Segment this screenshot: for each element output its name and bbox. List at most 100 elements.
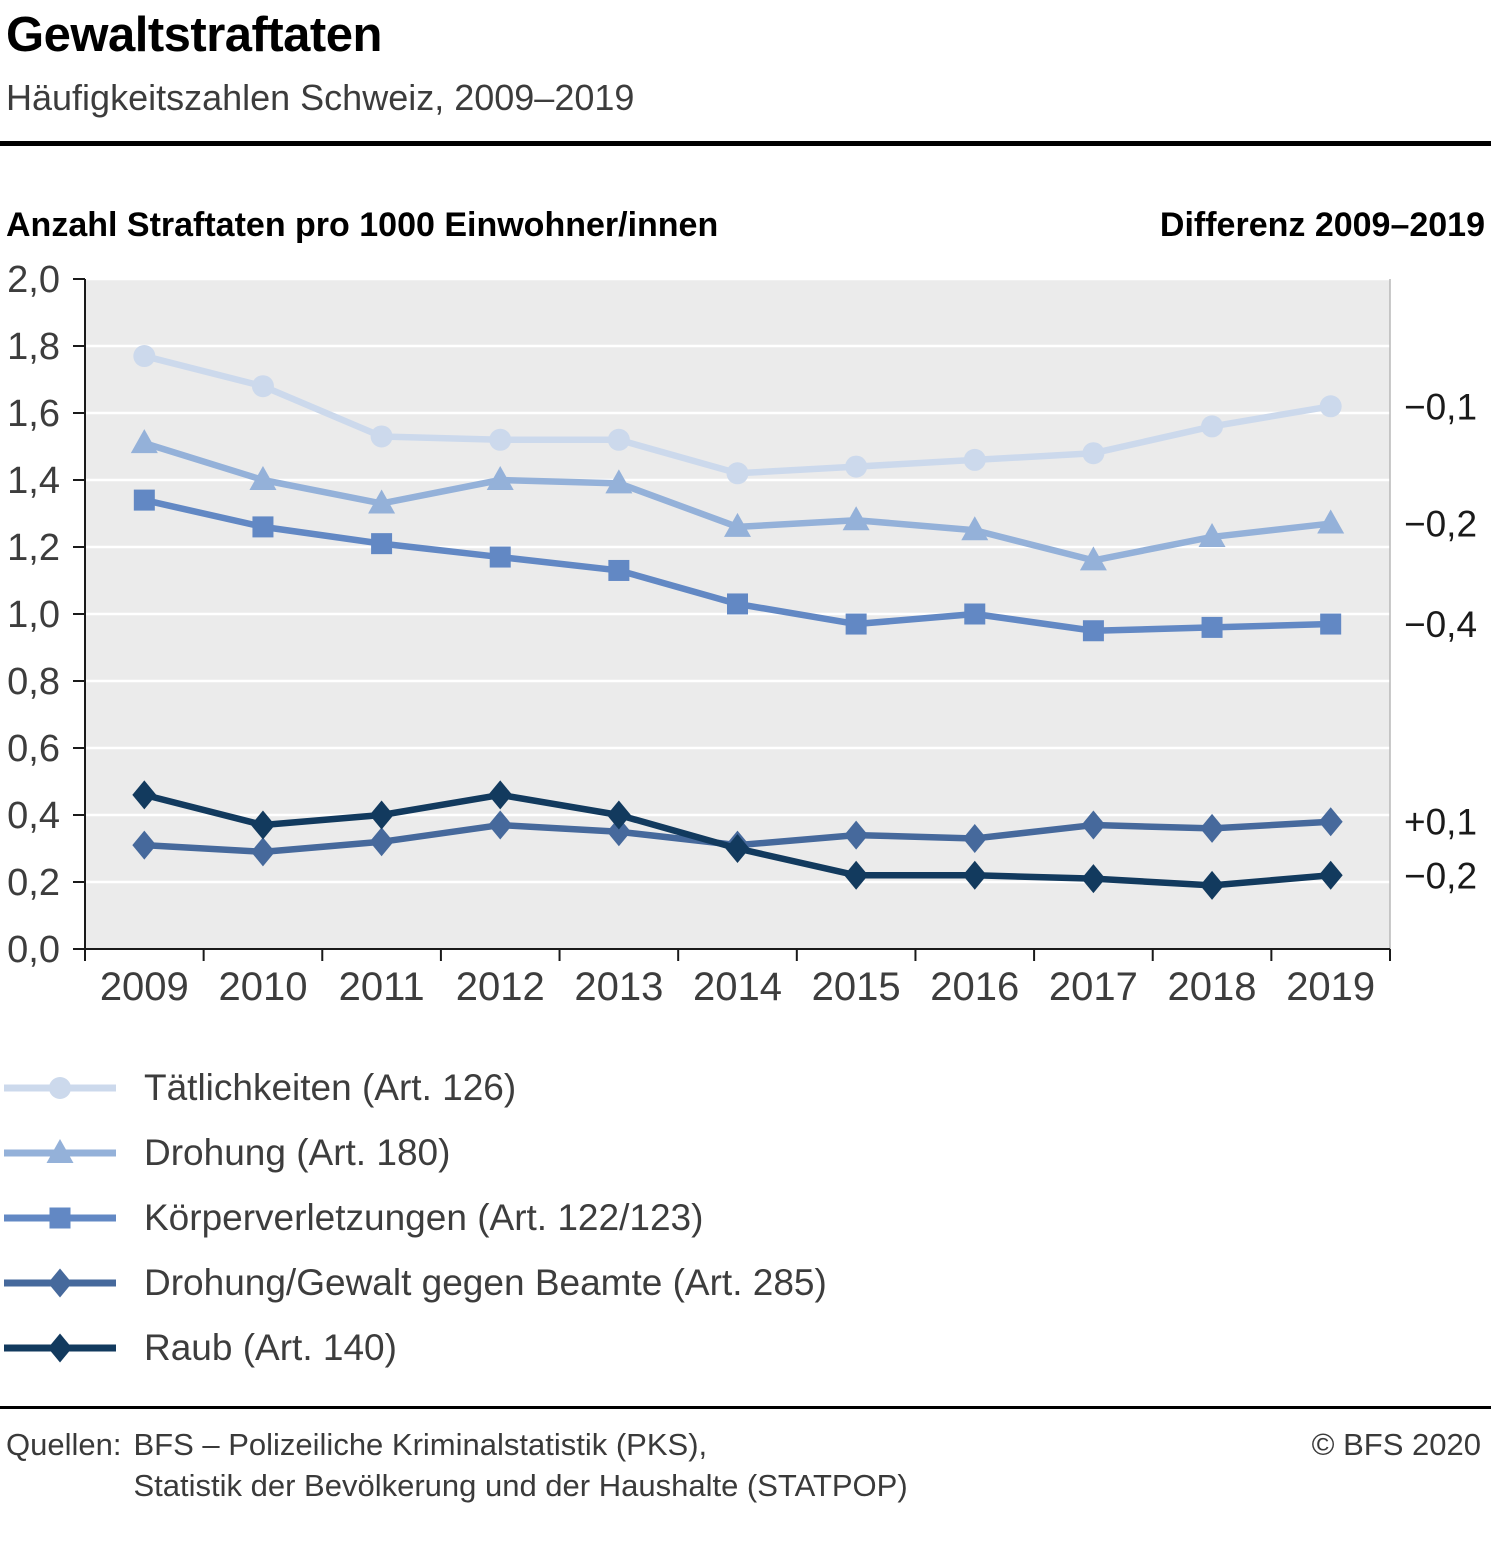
legend-item: Drohung/Gewalt gegen Beamte (Art. 285) [4,1250,1491,1315]
x-tick-label: 2011 [339,965,425,1009]
x-tick-label: 2019 [1286,965,1375,1009]
series-4-marker [369,800,394,830]
y-axis-title: Anzahl Straftaten pro 1000 Einwohner/inn… [6,206,719,245]
series-2-marker [608,560,630,582]
legend-label: Körperverletzungen (Art. 122/123) [144,1196,704,1238]
legend-diamond-sample [4,1333,116,1363]
header: Gewaltstraftaten Häufigkeitszahlen Schwe… [0,0,1491,119]
series-0-marker [370,425,393,448]
legend-square-sample [4,1207,116,1229]
series-3-marker [844,821,869,851]
series-1-marker [724,513,751,538]
y-tick-label: 0,6 [7,728,60,770]
y-tick-label: 1,0 [7,594,60,636]
y-tick-label: 1,8 [7,326,60,368]
legend-label: Raub (Art. 140) [144,1326,397,1368]
y-tick-label: 1,6 [7,393,60,435]
x-tick-label: 2009 [100,965,189,1009]
y-tick-label: 0,8 [7,661,60,703]
series-2-marker [1320,613,1342,635]
series-2-marker [252,516,274,538]
series-4-marker [132,780,157,810]
copyright: © BFS 2020 [1311,1427,1481,1463]
legend-item: Körperverletzungen (Art. 122/123) [4,1185,1491,1250]
source-line-2: Statistik der Bevölkerung und der Hausha… [133,1468,908,1504]
series-1-marker [605,469,633,494]
series-3-marker [1081,810,1106,840]
x-tick-label: 2010 [218,965,307,1009]
series-0-marker [489,429,512,452]
series-3-marker [962,824,987,854]
legend-diamond-sample [4,1268,116,1298]
series-3-marker [132,831,157,861]
x-tick-label: 2013 [574,965,663,1009]
legend-label: Drohung (Art. 180) [144,1131,451,1173]
series-1-marker [1317,509,1345,534]
x-tick-label: 2014 [693,965,782,1009]
series-2-marker [845,613,867,635]
series-2-marker [133,490,155,512]
series-0-marker [1319,395,1342,418]
series-1-marker [130,429,158,454]
footer: Quellen: BFS – Polizeiliche Kriminalstat… [0,1409,1491,1507]
legend-marker [46,1138,74,1163]
series-0-marker [963,449,986,472]
series-1-marker [368,489,396,514]
series-1-marker [961,516,989,541]
y-tick-label: 0,4 [7,795,60,837]
legend-triangle-sample [4,1138,116,1163]
diff-label-1: −0,2 [1404,504,1477,545]
legend-marker [49,1207,71,1229]
y-tick-label: 1,2 [7,527,60,569]
series-4-marker [962,861,987,891]
x-tick-label: 2017 [1049,965,1138,1009]
series-1-marker [842,506,870,531]
legend-circle-sample [4,1076,116,1099]
legend-label: Drohung/Gewalt gegen Beamte (Art. 285) [144,1261,827,1303]
series-1-marker [1079,546,1107,571]
series-4-marker [1081,864,1106,894]
series-0-marker [133,345,156,368]
series-4-marker [725,834,750,864]
diff-label-0: −0,1 [1404,387,1477,428]
legend-marker [49,1076,71,1099]
series-3-marker [1200,814,1225,844]
legend-marker [48,1268,72,1298]
x-tick-label: 2012 [456,965,545,1009]
series-2-marker [964,603,986,625]
x-tick-label: 2015 [812,965,901,1009]
series-3-marker [606,817,631,847]
divider-thin [0,1406,1491,1410]
legend-label: Tätlichkeiten (Art. 126) [144,1066,517,1108]
page-subtitle: Häufigkeitszahlen Schweiz, 2009–2019 [6,77,635,119]
series-4-marker [488,780,513,810]
series-2-marker [727,593,748,615]
legend-item: Drohung (Art. 180) [4,1120,1491,1185]
series-2-marker [371,533,393,555]
series-2-marker [1082,620,1104,642]
y-tick-label: 1,4 [7,460,60,502]
x-tick-label: 2016 [930,965,1019,1009]
sources-label: Quellen: [6,1427,122,1463]
series-0-marker [251,375,274,398]
series-4-marker [1318,861,1343,891]
series-4-marker [1200,871,1225,901]
legend-marker [48,1333,72,1363]
divider-thick [0,141,1491,147]
series-1-marker [249,466,277,491]
series-3-marker [250,837,275,867]
series-1-marker [1198,523,1226,548]
chart-header: Anzahl Straftaten pro 1000 Einwohner/inn… [0,146,1491,245]
series-4-marker [844,861,869,891]
sources-text: BFS – Polizeiliche Kriminalstatistik (PK… [133,1425,907,1507]
y-tick-label: 2,0 [7,259,60,301]
series-0-marker [1201,415,1224,438]
diff-label-4: −0,2 [1404,856,1477,897]
series-2-marker [489,546,511,568]
series-2-marker [1201,617,1223,639]
legend: Tätlichkeiten (Art. 126) Drohung (Art. 18… [0,1035,1491,1380]
series-3-marker [1318,807,1343,837]
diff-label-3: +0,1 [1404,802,1477,843]
source-line-1: BFS – Polizeiliche Kriminalstatistik (PK… [133,1427,708,1463]
